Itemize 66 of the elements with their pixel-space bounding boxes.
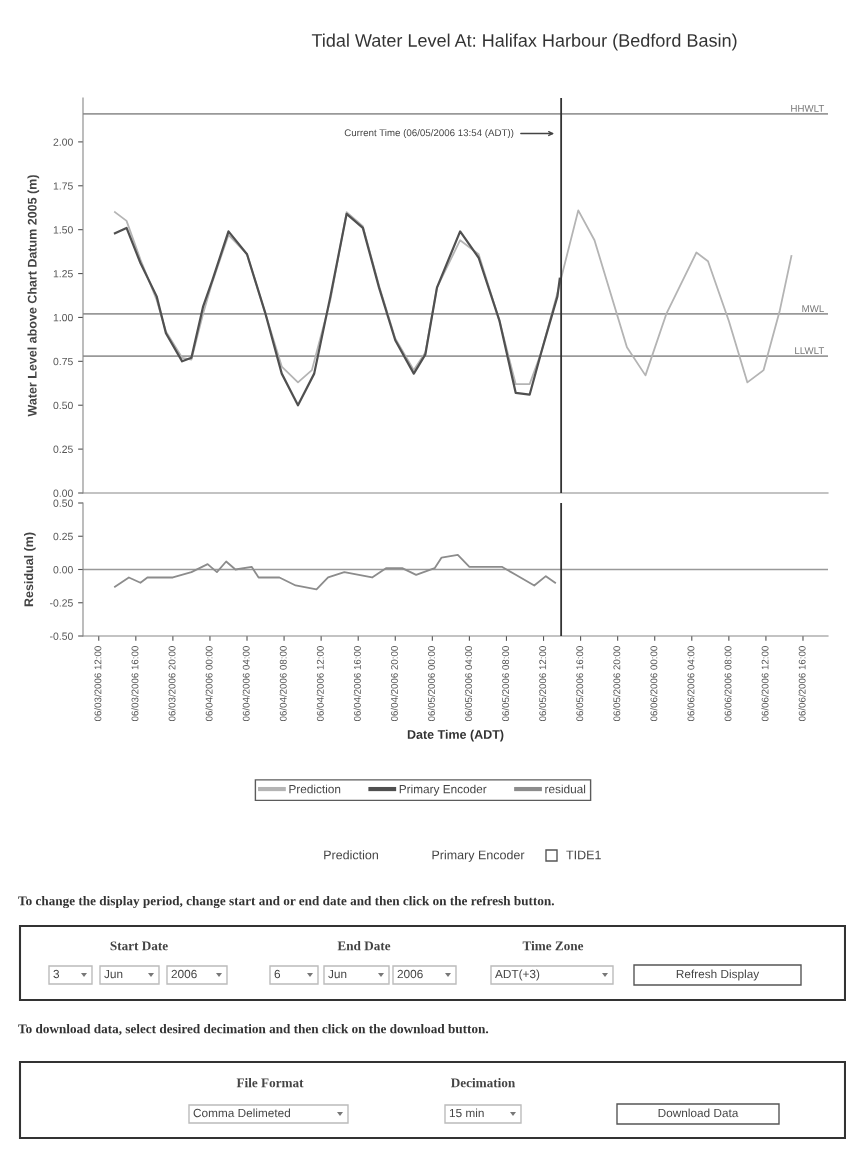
y-tick-label: 1.75 [53, 182, 73, 190]
text: 3 [53, 969, 60, 979]
y-tick-label: 0.25 [53, 445, 73, 453]
legend-label: residual [545, 784, 586, 794]
text: TIDE1 [566, 850, 601, 860]
text: Jun [328, 969, 347, 979]
x-tick-label: 06/04/2006 08:00 [279, 646, 287, 722]
text: 2006 [397, 969, 423, 979]
text: Jun [104, 969, 123, 979]
x-tick-label: 06/06/2006 04:00 [687, 646, 695, 722]
y-tick-label: 1.00 [53, 313, 73, 322]
text: End Date [337, 941, 391, 951]
y-tick-label: -0.50 [50, 632, 73, 640]
ref-line-label: MWL [802, 305, 824, 312]
x-tick-label: 06/05/2006 16:00 [576, 646, 584, 722]
chart-title: Tidal Water Level At: Halifax Harbour (Bedford Basin) [311, 33, 737, 51]
x-tick-label: 06/03/2006 12:00 [94, 646, 102, 722]
x-tick-label: 06/03/2006 16:00 [131, 646, 139, 722]
text: Start Date [110, 941, 168, 951]
y-tick-label: 0.75 [53, 357, 73, 366]
x-tick-label: 06/04/2006 20:00 [390, 646, 398, 722]
text: Decimation [450, 1078, 516, 1088]
legend-label: Primary Encoder [399, 784, 487, 796]
y-axis-title: Residual (m) [24, 532, 36, 607]
text: File Format [236, 1078, 304, 1088]
text: 6 [274, 969, 281, 979]
x-tick-label: 06/03/2006 20:00 [168, 646, 176, 722]
ref-line-label: HHWLT [791, 105, 825, 112]
y-tick-label: 0.25 [53, 532, 73, 541]
y-tick-label: 0.00 [53, 489, 73, 497]
x-tick-label: 06/06/2006 12:00 [761, 646, 769, 722]
y-tick-label: 1.25 [53, 270, 73, 278]
x-tick-label: 06/05/2006 00:00 [427, 646, 435, 722]
y-tick-label: 0.50 [53, 499, 73, 507]
x-tick-label: 06/06/2006 16:00 [798, 646, 806, 722]
x-tick-label: 06/05/2006 20:00 [613, 646, 621, 722]
text: Prediction [324, 850, 378, 860]
x-tick-label: 06/05/2006 04:00 [464, 646, 473, 722]
text: 15 min [449, 1108, 484, 1118]
y-tick-label: 2.00 [53, 138, 73, 146]
x-tick-label: 06/06/2006 00:00 [650, 646, 658, 722]
y-tick-label: 1.50 [53, 226, 73, 234]
text: ADT(+3) [495, 969, 540, 981]
text: To download data, select desired decimation and then click on the download button. [18, 1024, 489, 1036]
text: To change the display period, change start and or end date and then click on the refresh button. [18, 895, 554, 909]
x-tick-label: 06/05/2006 12:00 [539, 646, 547, 722]
text: Comma Delimeted [193, 1108, 290, 1118]
x-tick-label: 06/04/2006 12:00 [316, 646, 324, 722]
text: Download Data [658, 1108, 739, 1118]
ref-line-label: LLWLT [795, 347, 825, 355]
text: 2006 [171, 969, 197, 979]
x-tick-label: 06/04/2006 16:00 [353, 646, 361, 722]
y-tick-label: -0.25 [50, 599, 73, 607]
x-tick-label: 06/05/2006 08:00 [501, 646, 510, 722]
text: Refresh Display [676, 969, 760, 981]
x-tick-label: 06/04/2006 04:00 [242, 646, 250, 722]
y-tick-label: 0.00 [53, 566, 73, 574]
ref-line-label: Current Time (06/05/2006 13:54 (ADT)) [344, 129, 514, 139]
y-axis-title: Water Level above Chart Datum 2005 (m) [27, 175, 40, 417]
legend-label: Prediction [289, 784, 341, 794]
x-tick-label: 06/04/2006 00:00 [205, 646, 213, 722]
x-tick-label: 06/06/2006 08:00 [724, 646, 732, 722]
text: Primary Encoder [432, 850, 525, 862]
x-axis-title: Date Time (ADT) [407, 729, 504, 742]
text: Time Zone [522, 941, 584, 951]
y-tick-label: 0.50 [53, 401, 73, 410]
